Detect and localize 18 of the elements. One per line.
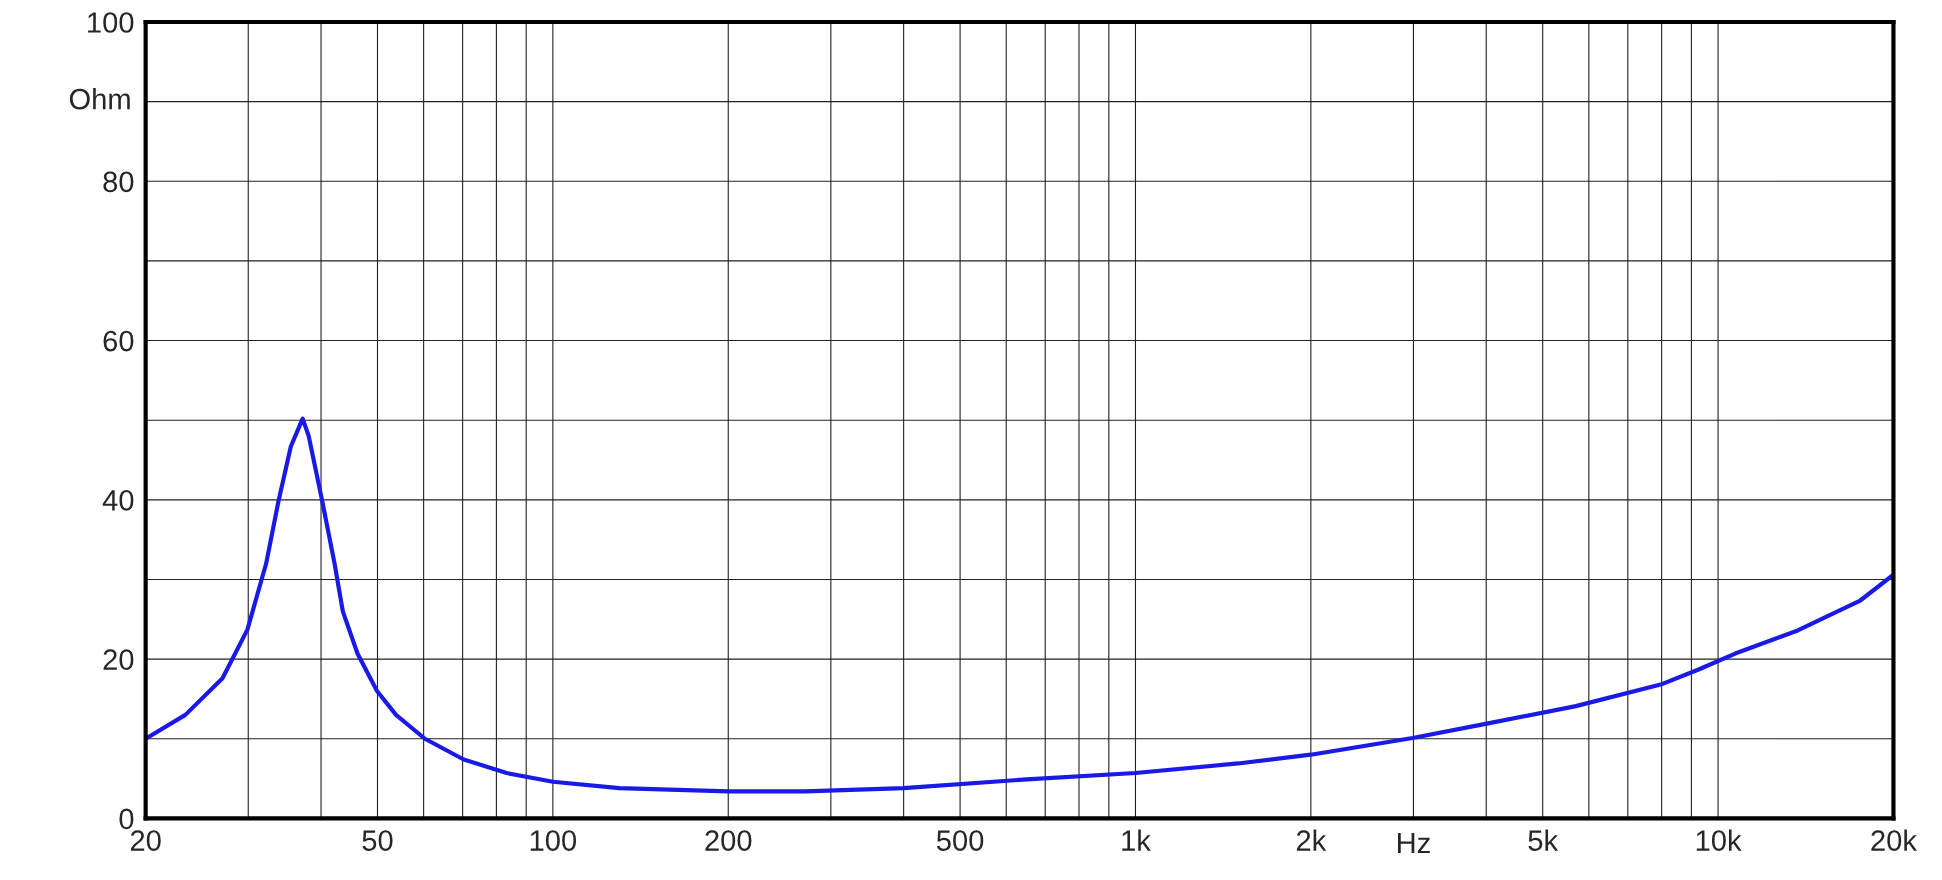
x-tick-label: 500	[936, 830, 984, 851]
x-tick-label: 100	[530, 830, 577, 851]
x-tick-label: 20k	[1871, 829, 1918, 851]
x-tick-label: 1k	[1122, 829, 1151, 851]
y-tick-label: 60	[103, 330, 134, 352]
x-tick-label: 10k	[1696, 829, 1742, 851]
x-tick-label: 200	[705, 830, 752, 851]
y-tick-label: 0	[119, 808, 134, 830]
y-tick-label: 80	[103, 171, 134, 193]
x-tick-label: 50	[362, 830, 393, 851]
x-tick-label: 20	[130, 830, 161, 851]
x-tick-label: 2k	[1296, 829, 1327, 851]
y-axis-title: Ohm	[69, 88, 130, 110]
x-tick-label: 5k	[1528, 829, 1559, 851]
y-tick-label: 40	[102, 490, 134, 511]
y-tick-label: 20	[103, 649, 134, 670]
x-axis-title: Hz	[1398, 833, 1430, 854]
y-tick-label: 100	[88, 12, 134, 33]
